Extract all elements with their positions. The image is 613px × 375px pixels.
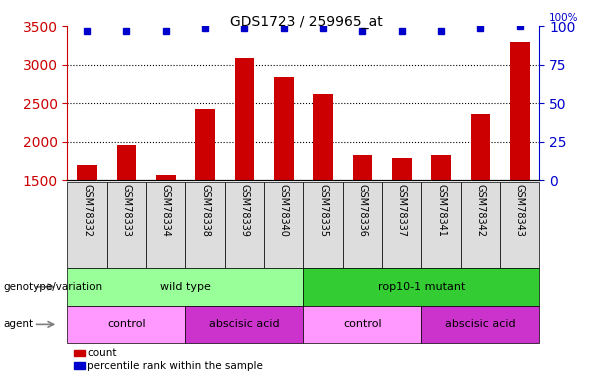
Text: rop10-1 mutant: rop10-1 mutant <box>378 282 465 292</box>
Text: GSM78342: GSM78342 <box>476 184 485 237</box>
Bar <box>352 155 372 180</box>
Bar <box>392 158 411 180</box>
Text: GSM78336: GSM78336 <box>357 184 367 237</box>
Text: GSM78337: GSM78337 <box>397 184 407 237</box>
Bar <box>432 155 451 180</box>
Text: 100%: 100% <box>549 13 579 23</box>
Text: GSM78339: GSM78339 <box>240 184 249 237</box>
Text: agent: agent <box>3 320 33 329</box>
Text: GSM78333: GSM78333 <box>121 184 131 237</box>
Bar <box>116 146 136 180</box>
Text: percentile rank within the sample: percentile rank within the sample <box>87 361 263 370</box>
Text: control: control <box>343 320 382 329</box>
Text: wild type: wild type <box>160 282 211 292</box>
Text: GSM78335: GSM78335 <box>318 184 328 237</box>
Text: count: count <box>87 348 116 358</box>
Text: abscisic acid: abscisic acid <box>445 320 516 329</box>
Bar <box>274 77 294 180</box>
Text: GSM78334: GSM78334 <box>161 184 171 237</box>
Bar <box>510 42 530 180</box>
Text: GSM78332: GSM78332 <box>82 184 92 237</box>
Bar <box>235 58 254 180</box>
Text: abscisic acid: abscisic acid <box>209 320 280 329</box>
Text: GDS1723 / 259965_at: GDS1723 / 259965_at <box>230 15 383 29</box>
Text: genotype/variation: genotype/variation <box>3 282 102 292</box>
Text: GSM78338: GSM78338 <box>200 184 210 237</box>
Text: GSM78340: GSM78340 <box>279 184 289 237</box>
Bar <box>313 94 333 180</box>
Text: GSM78341: GSM78341 <box>436 184 446 237</box>
Bar <box>471 114 490 180</box>
Bar <box>196 108 215 180</box>
Bar <box>77 165 97 180</box>
Bar <box>156 175 175 180</box>
Text: control: control <box>107 320 146 329</box>
Text: GSM78343: GSM78343 <box>515 184 525 237</box>
